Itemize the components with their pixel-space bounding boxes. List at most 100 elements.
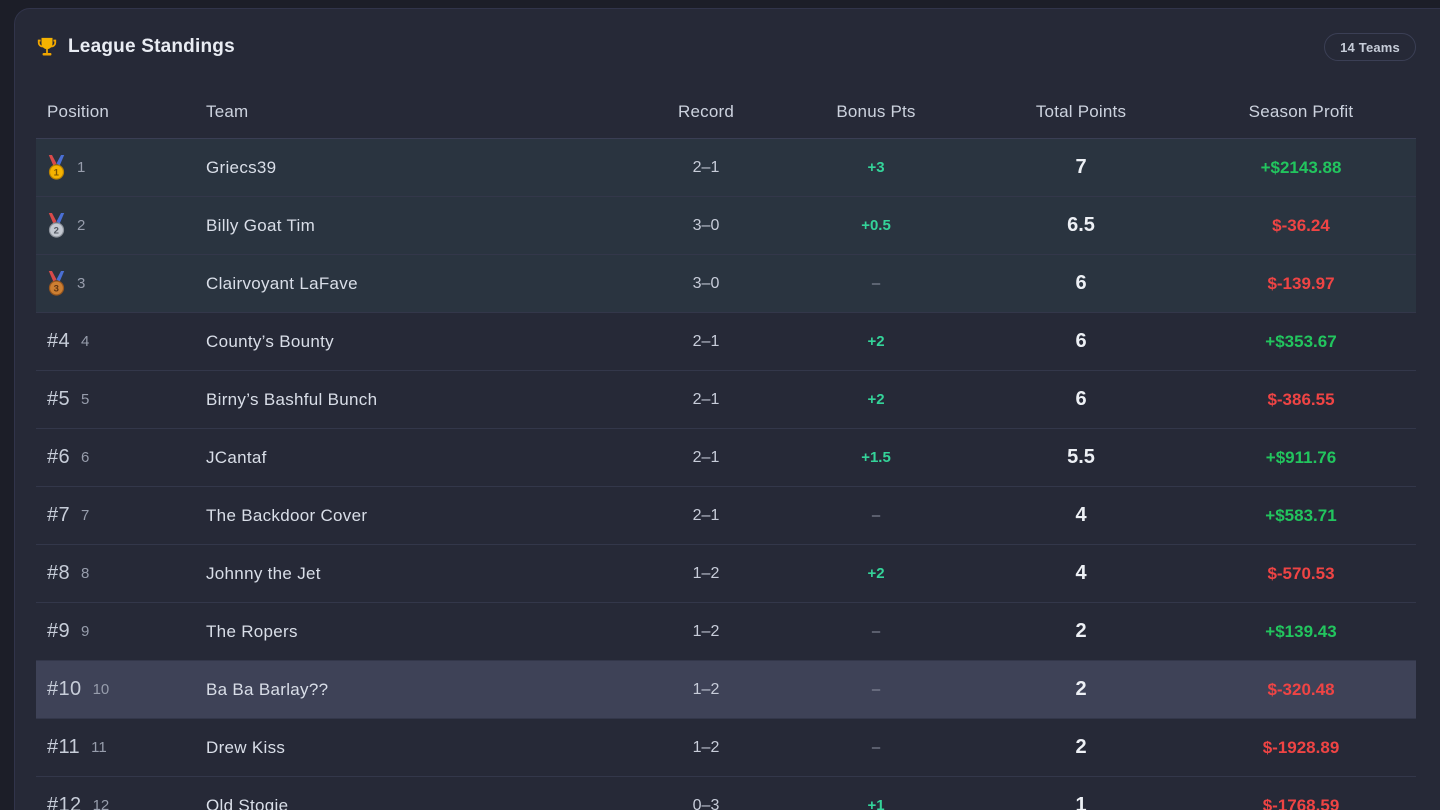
gold-medal-icon: 1 bbox=[48, 155, 65, 180]
record-value: 0–3 bbox=[692, 796, 720, 810]
position-cell: #12 12 bbox=[36, 794, 206, 810]
team-name: Ba Ba Barlay?? bbox=[206, 679, 329, 699]
team-name: The Backdoor Cover bbox=[206, 505, 368, 525]
position-badge: #9 bbox=[47, 620, 71, 642]
team-name: The Ropers bbox=[206, 621, 298, 641]
table-row[interactable]: #5 5 Birny’s Bashful Bunch 2–1 +2 6 $-38… bbox=[36, 371, 1416, 429]
table-row[interactable]: #12 12 Old Stogie 0–3 +1 1 $-1768.59 bbox=[36, 777, 1416, 810]
table-row[interactable]: #6 6 JCantaf 2–1 +1.5 5.5 +$911.76 bbox=[36, 429, 1416, 487]
record-value: 2–1 bbox=[692, 506, 720, 524]
season-profit-value: $-139.97 bbox=[1267, 273, 1335, 293]
season-profit-value: $-386.55 bbox=[1267, 389, 1335, 409]
record-value: 1–2 bbox=[692, 564, 720, 582]
position-badge: #10 bbox=[47, 678, 82, 700]
league-standings-card: League Standings 14 Teams Position Team … bbox=[14, 8, 1440, 810]
record-value: 3–0 bbox=[692, 216, 720, 234]
column-header-record: Record bbox=[677, 101, 734, 121]
team-name: Drew Kiss bbox=[206, 737, 286, 757]
position-cell: #10 10 bbox=[36, 678, 206, 701]
record-value: 1–2 bbox=[692, 622, 720, 640]
svg-text:1: 1 bbox=[54, 168, 60, 179]
rank-number: 4 bbox=[81, 333, 90, 350]
total-points-value: 6.5 bbox=[1067, 214, 1095, 236]
position-cell: 2 2 bbox=[36, 213, 206, 238]
position-cell: #7 7 bbox=[36, 504, 206, 527]
table-row[interactable]: #9 9 The Ropers 1–2 – 2 +$139.43 bbox=[36, 603, 1416, 661]
rank-number: 6 bbox=[81, 449, 90, 466]
position-cell: #6 6 bbox=[36, 446, 206, 469]
table-header-row: Position Team Record Bonus Pts Total Poi… bbox=[36, 85, 1416, 139]
record-value: 1–2 bbox=[692, 738, 720, 756]
total-points-value: 6 bbox=[1075, 272, 1087, 294]
table-row[interactable]: #4 4 County’s Bounty 2–1 +2 6 +$353.67 bbox=[36, 313, 1416, 371]
silver-medal-icon: 2 bbox=[48, 213, 65, 238]
team-name: Birny’s Bashful Bunch bbox=[206, 389, 378, 409]
rank-number: 9 bbox=[81, 623, 90, 640]
season-profit-value: $-320.48 bbox=[1267, 679, 1335, 699]
table-row[interactable]: #7 7 The Backdoor Cover 2–1 – 4 +$583.71 bbox=[36, 487, 1416, 545]
total-points-value: 5.5 bbox=[1067, 446, 1095, 468]
position-cell: #8 8 bbox=[36, 562, 206, 585]
rank-number: 11 bbox=[91, 739, 107, 756]
season-profit-value: +$911.76 bbox=[1265, 447, 1337, 467]
column-header-total-points: Total Points bbox=[1035, 101, 1127, 121]
record-value: 3–0 bbox=[692, 274, 720, 292]
position-cell: #9 9 bbox=[36, 620, 206, 643]
total-points-value: 7 bbox=[1075, 156, 1087, 178]
team-name: Griecs39 bbox=[206, 157, 277, 177]
record-value: 1–2 bbox=[692, 680, 720, 698]
team-count-badge: 14 Teams bbox=[1324, 33, 1416, 61]
position-badge: 3 bbox=[47, 271, 66, 296]
table-row[interactable]: #8 8 Johnny the Jet 1–2 +2 4 $-570.53 bbox=[36, 545, 1416, 603]
column-header-season-profit: Season Profit bbox=[1248, 101, 1354, 121]
team-name: Old Stogie bbox=[206, 795, 289, 810]
team-name: County’s Bounty bbox=[206, 331, 334, 351]
bonus-points-value: – bbox=[871, 275, 881, 292]
rank-number: 3 bbox=[77, 275, 86, 292]
bonus-points-value: +2 bbox=[867, 333, 885, 350]
season-profit-value: $-1768.59 bbox=[1262, 795, 1340, 810]
column-header-team: Team bbox=[206, 101, 249, 121]
position-cell: #11 11 bbox=[36, 736, 206, 759]
rank-number: 8 bbox=[81, 565, 90, 582]
bonus-points-value: +2 bbox=[867, 391, 885, 408]
total-points-value: 4 bbox=[1075, 562, 1087, 584]
svg-text:2: 2 bbox=[54, 226, 60, 237]
position-cell: 3 3 bbox=[36, 271, 206, 296]
rank-number: 2 bbox=[77, 217, 86, 234]
table-row[interactable]: 3 3 Clairvoyant LaFave 3–0 – 6 $-139.97 bbox=[36, 255, 1416, 313]
season-profit-value: +$583.71 bbox=[1265, 505, 1337, 525]
position-cell: #5 5 bbox=[36, 388, 206, 411]
bonus-points-value: – bbox=[871, 507, 881, 524]
season-profit-value: $-36.24 bbox=[1272, 215, 1330, 235]
bonus-points-value: – bbox=[871, 623, 881, 640]
record-value: 2–1 bbox=[692, 390, 720, 408]
table-row[interactable]: #10 10 Ba Ba Barlay?? 1–2 – 2 $-320.48 bbox=[36, 661, 1416, 719]
total-points-value: 2 bbox=[1075, 678, 1087, 700]
page-title-text: League Standings bbox=[68, 36, 235, 57]
team-name: Clairvoyant LaFave bbox=[206, 273, 358, 293]
rank-number: 10 bbox=[92, 681, 110, 698]
position-badge: 1 bbox=[47, 155, 66, 180]
total-points-value: 1 bbox=[1075, 794, 1087, 810]
table-row[interactable]: #11 11 Drew Kiss 1–2 – 2 $-1928.89 bbox=[36, 719, 1416, 777]
rank-number: 1 bbox=[77, 159, 86, 176]
season-profit-value: +$2143.88 bbox=[1260, 157, 1342, 177]
team-name: JCantaf bbox=[206, 447, 267, 467]
table-body: 1 1 Griecs39 2–1 +3 7 +$2143.88 2 2 Bill… bbox=[36, 139, 1416, 810]
team-name: Billy Goat Tim bbox=[206, 215, 316, 235]
position-cell: 1 1 bbox=[36, 155, 206, 180]
table-row[interactable]: 1 1 Griecs39 2–1 +3 7 +$2143.88 bbox=[36, 139, 1416, 197]
position-badge: #12 bbox=[47, 794, 82, 810]
bronze-medal-icon: 3 bbox=[48, 271, 65, 296]
rank-number: 7 bbox=[81, 507, 90, 524]
table-row[interactable]: 2 2 Billy Goat Tim 3–0 +0.5 6.5 $-36.24 bbox=[36, 197, 1416, 255]
position-badge: #7 bbox=[47, 504, 71, 526]
total-points-value: 2 bbox=[1075, 620, 1087, 642]
season-profit-value: $-570.53 bbox=[1267, 563, 1335, 583]
bonus-points-value: – bbox=[871, 739, 881, 756]
total-points-value: 6 bbox=[1075, 330, 1087, 352]
team-name: Johnny the Jet bbox=[206, 563, 321, 583]
position-badge: #11 bbox=[47, 736, 81, 758]
card-header: League Standings 14 Teams bbox=[36, 9, 1416, 85]
